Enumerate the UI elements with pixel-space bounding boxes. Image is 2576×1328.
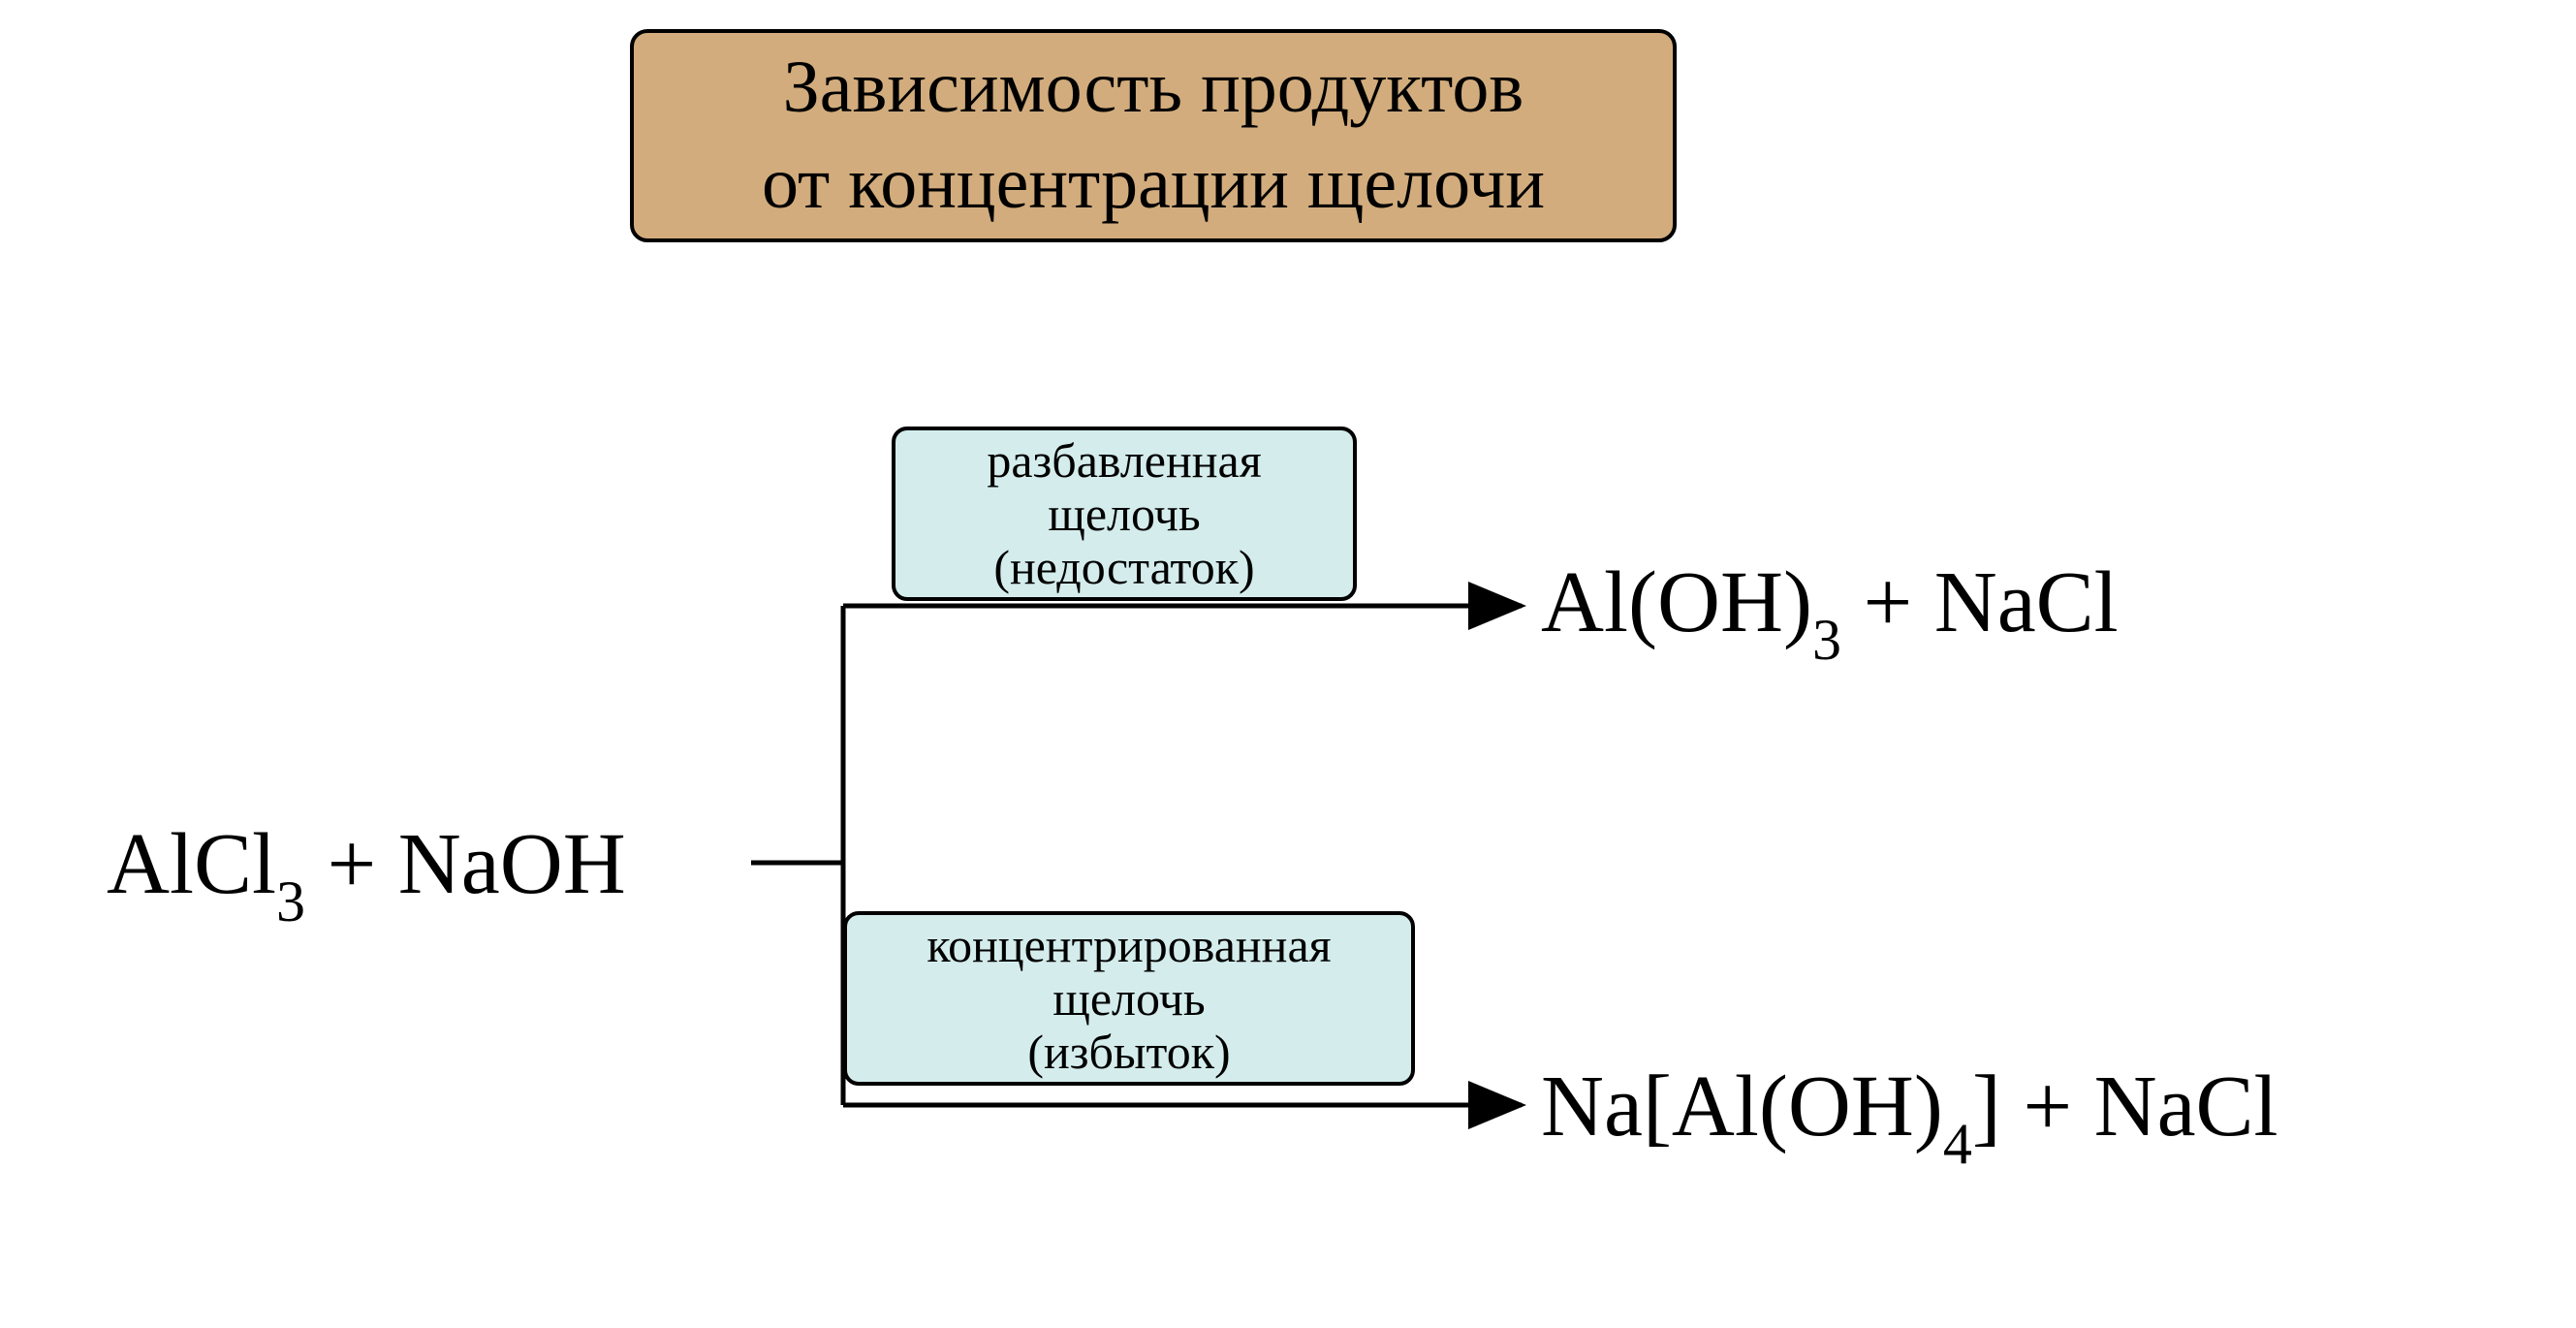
title-line-1: Зависимость продуктов [783,40,1524,136]
product1-part-1: Al(OH) [1541,554,1812,650]
product-2-formula: Na[Al(OH)4] + NaCl [1541,1057,2278,1168]
condition1-line3: (недостаток) [993,541,1254,594]
product1-sub: 3 [1812,608,1841,672]
product-1-formula: Al(OH)3 + NaCl [1541,553,2119,664]
product2-part-3: ] + NaCl [1972,1059,2278,1154]
product2-sub: 4 [1943,1112,1972,1176]
reactant-part-3: + NaOH [305,816,626,912]
condition-box-concentrated: концентрированная щелочь (избыток) [843,911,1415,1086]
title-box: Зависимость продуктов от концентрации ще… [630,29,1677,242]
reactant-formula: AlCl3 + NaOH [107,814,626,926]
condition-box-dilute: разбавленная щелочь (недостаток) [892,427,1357,601]
reactant-sub: 3 [276,870,305,933]
condition2-line3: (избыток) [1027,1026,1230,1079]
condition1-line2: щелочь [1048,488,1200,541]
reactant-part-1: AlCl [107,816,276,912]
condition2-line1: концентрированная [927,919,1331,972]
condition2-line2: щелочь [1052,972,1205,1026]
product1-part-3: + NaCl [1841,554,2119,650]
title-line-2: от концентрации щелочи [762,136,1545,232]
product2-part-1: Na[Al(OH) [1541,1059,1943,1154]
condition1-line1: разбавленная [987,434,1261,488]
